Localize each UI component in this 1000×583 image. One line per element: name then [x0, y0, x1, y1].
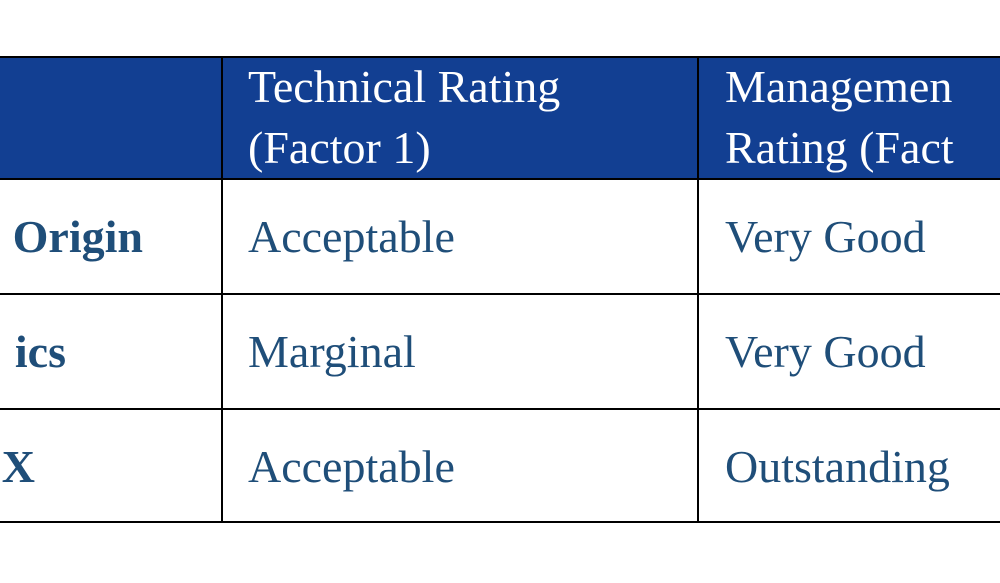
row-label: ics — [14, 326, 66, 377]
cell: Acceptable — [248, 211, 455, 262]
column-border — [221, 58, 223, 521]
header-cell: Rating (Fact — [725, 122, 954, 173]
header-row — [0, 58, 1000, 179]
cell: Acceptable — [248, 441, 455, 492]
cell: Marginal — [248, 326, 416, 377]
cell: Very Good — [725, 211, 926, 262]
row-border — [0, 178, 1000, 180]
table: Technical Rating (Factor 1) Managemen Ra… — [0, 56, 1000, 523]
header-cell: Technical Rating — [248, 61, 561, 112]
row-label: Origin — [12, 211, 143, 262]
header-cell: Managemen — [725, 61, 953, 112]
cell: Outstanding — [725, 441, 950, 492]
row-border — [0, 408, 1000, 410]
row-label: X — [1, 441, 35, 492]
cell: Very Good — [725, 326, 926, 377]
row-border — [0, 293, 1000, 295]
column-border — [697, 58, 699, 521]
header-cell: (Factor 1) — [248, 122, 431, 173]
